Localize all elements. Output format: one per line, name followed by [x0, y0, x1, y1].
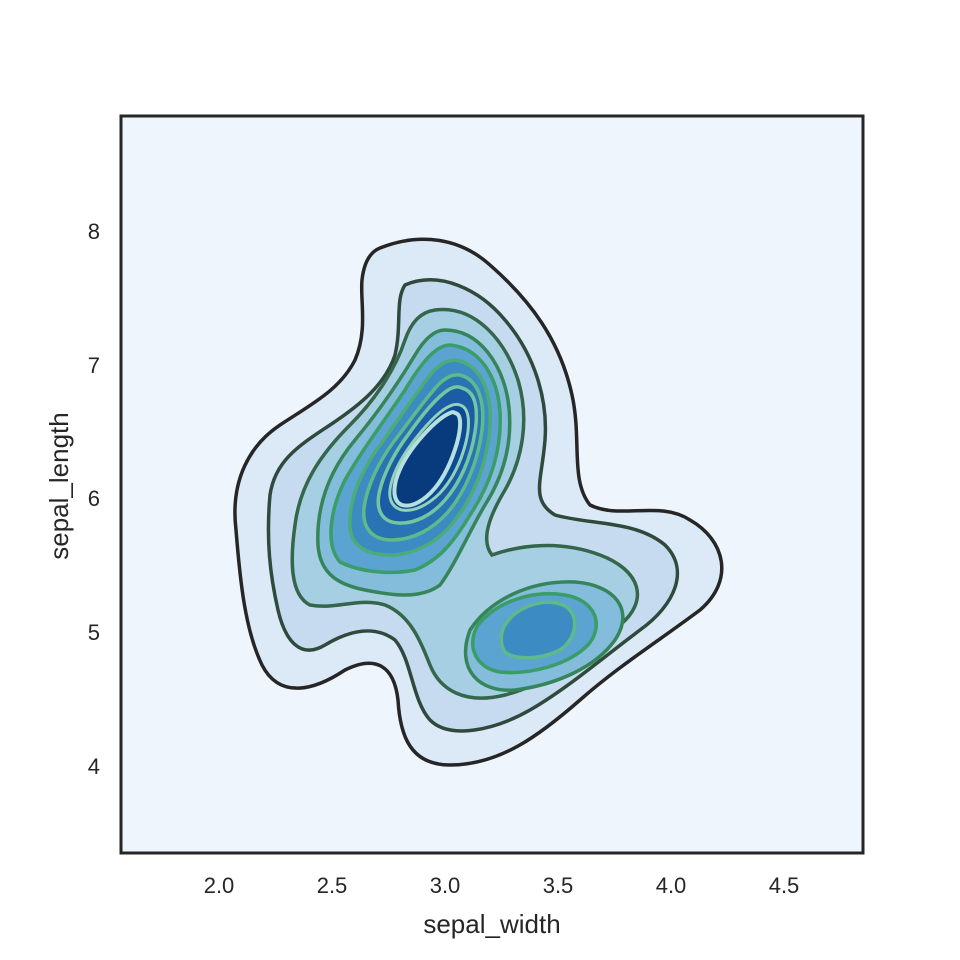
- x-tick-label: 3.0: [430, 873, 461, 898]
- contour-level-10: [392, 410, 463, 508]
- plot-frame: [119, 114, 865, 855]
- y-axis-label: sepal_length: [44, 412, 74, 559]
- y-tick-label: 5: [88, 620, 100, 645]
- y-tick-label: 6: [88, 486, 100, 511]
- contour-level-6-secondary: [499, 600, 577, 660]
- contour-layers: [233, 237, 724, 767]
- x-tick-label: 4.0: [656, 873, 687, 898]
- x-tick-label: 3.5: [543, 873, 574, 898]
- y-axis: 8 7 6 5 4 sepal_length: [44, 219, 100, 779]
- x-tick-label: 2.5: [317, 873, 348, 898]
- y-tick-label: 8: [88, 219, 100, 244]
- x-tick-label: 4.5: [769, 873, 800, 898]
- x-tick-label: 2.0: [204, 873, 235, 898]
- y-tick-label: 4: [88, 754, 100, 779]
- x-axis-label: sepal_width: [423, 909, 560, 939]
- x-axis: 2.0 2.5 3.0 3.5 4.0 4.5 sepal_width: [204, 873, 800, 939]
- y-tick-label: 7: [88, 353, 100, 378]
